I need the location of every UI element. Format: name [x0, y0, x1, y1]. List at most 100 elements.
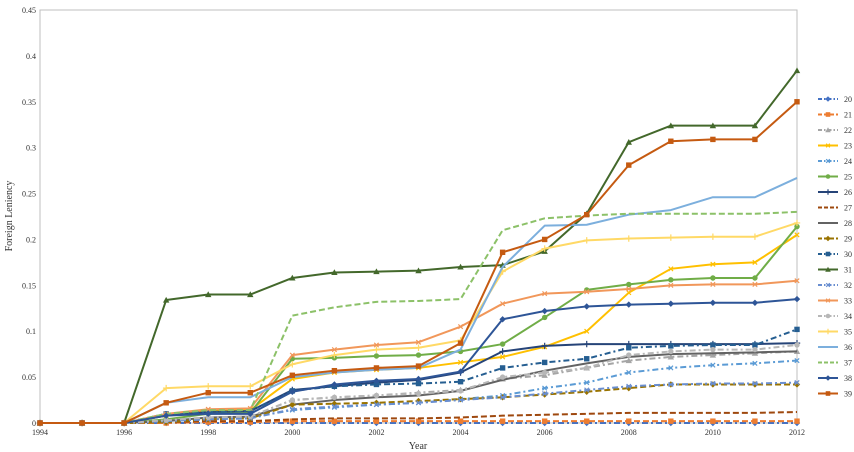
data-point	[752, 342, 758, 348]
x-tick-label: 2010	[705, 428, 721, 437]
data-point	[793, 295, 801, 303]
x-tick-label: 1994	[32, 428, 48, 437]
data-point	[752, 360, 758, 366]
data-point	[542, 290, 548, 297]
y-tick-label: 0.3	[26, 144, 36, 153]
legend-label: 33	[844, 297, 852, 306]
data-point	[710, 362, 716, 368]
data-point	[825, 143, 831, 148]
data-point	[667, 300, 675, 307]
data-point	[205, 390, 211, 396]
data-point	[499, 394, 506, 400]
data-point	[625, 357, 632, 364]
data-point	[37, 420, 43, 426]
data-point	[626, 281, 632, 288]
y-tick-label: 0.25	[22, 190, 36, 199]
data-point	[584, 379, 590, 386]
data-point	[625, 384, 632, 392]
data-point	[668, 138, 674, 144]
data-point	[626, 383, 632, 389]
data-point	[752, 346, 758, 353]
data-point	[163, 400, 169, 406]
data-point	[79, 420, 85, 426]
data-point	[415, 400, 422, 406]
data-point	[373, 402, 380, 408]
y-tick-label: 0.15	[22, 281, 36, 290]
data-point	[205, 410, 212, 418]
y-axis-label: Foreign Leniency	[4, 181, 15, 252]
data-point	[626, 286, 632, 292]
data-point	[289, 406, 295, 412]
data-point	[825, 282, 831, 288]
legend-item-36: 36	[818, 343, 852, 352]
legend-label: 38	[844, 374, 852, 383]
data-point	[247, 291, 254, 298]
legend-label: 32	[844, 281, 852, 290]
data-point	[793, 67, 801, 74]
legend-item-33: 33	[818, 297, 852, 306]
data-point	[710, 275, 716, 281]
legend-label: 29	[844, 235, 852, 244]
legend-item-38: 38	[818, 374, 852, 383]
data-point	[541, 245, 548, 252]
data-point	[668, 266, 674, 272]
legend-label: 26	[844, 188, 852, 197]
x-tick-label: 2006	[537, 428, 553, 437]
data-point	[457, 397, 464, 403]
data-point	[247, 410, 254, 418]
data-point	[794, 278, 800, 284]
series-line-38	[40, 298, 798, 424]
data-point	[415, 390, 422, 397]
data-point	[331, 346, 338, 353]
data-point	[584, 387, 590, 393]
data-point	[825, 235, 831, 242]
axis-ticks: 1994 1996 1998 2000 2002 2004 2006 2008 2010 2012…	[22, 6, 805, 437]
data-point	[541, 359, 548, 366]
data-point	[668, 343, 674, 349]
data-point	[794, 326, 800, 333]
data-point	[289, 372, 296, 378]
data-point	[668, 365, 674, 371]
data-point	[457, 359, 464, 366]
data-point	[541, 236, 548, 243]
data-point	[825, 328, 831, 335]
data-point	[247, 383, 254, 390]
data-point	[794, 379, 800, 386]
data-point	[499, 374, 506, 380]
legend-item-39: 39	[818, 390, 852, 399]
data-point	[793, 219, 801, 227]
y-tick-label: 0.35	[22, 98, 36, 107]
legend-item-32: 32	[818, 281, 852, 290]
legend-item-27: 27	[818, 204, 852, 213]
data-point	[415, 418, 422, 424]
data-point	[373, 342, 380, 348]
data-point	[289, 274, 296, 281]
data-point	[331, 403, 338, 410]
data-point	[583, 388, 590, 395]
data-point	[710, 342, 716, 348]
data-point	[457, 388, 464, 394]
data-point	[289, 388, 296, 395]
data-point	[709, 233, 717, 240]
data-point	[457, 263, 464, 270]
legend-item-29: 29	[818, 235, 852, 244]
y-tick-label: 0	[32, 419, 36, 428]
data-point	[667, 353, 675, 360]
series-line-31	[40, 69, 798, 424]
data-point	[626, 162, 632, 168]
legend-item-26: 26	[818, 188, 852, 197]
data-point	[825, 313, 831, 319]
x-tick-label: 2002	[368, 428, 384, 437]
data-point	[542, 385, 548, 391]
data-point	[583, 303, 590, 310]
data-point	[373, 365, 380, 371]
data-point	[584, 356, 590, 362]
data-point	[373, 268, 380, 275]
legend-item-35: 35	[818, 328, 852, 337]
data-point	[584, 365, 590, 371]
data-point	[289, 352, 295, 358]
data-point	[162, 412, 170, 419]
y-tick-label: 0.05	[22, 373, 36, 382]
data-point	[331, 418, 338, 424]
